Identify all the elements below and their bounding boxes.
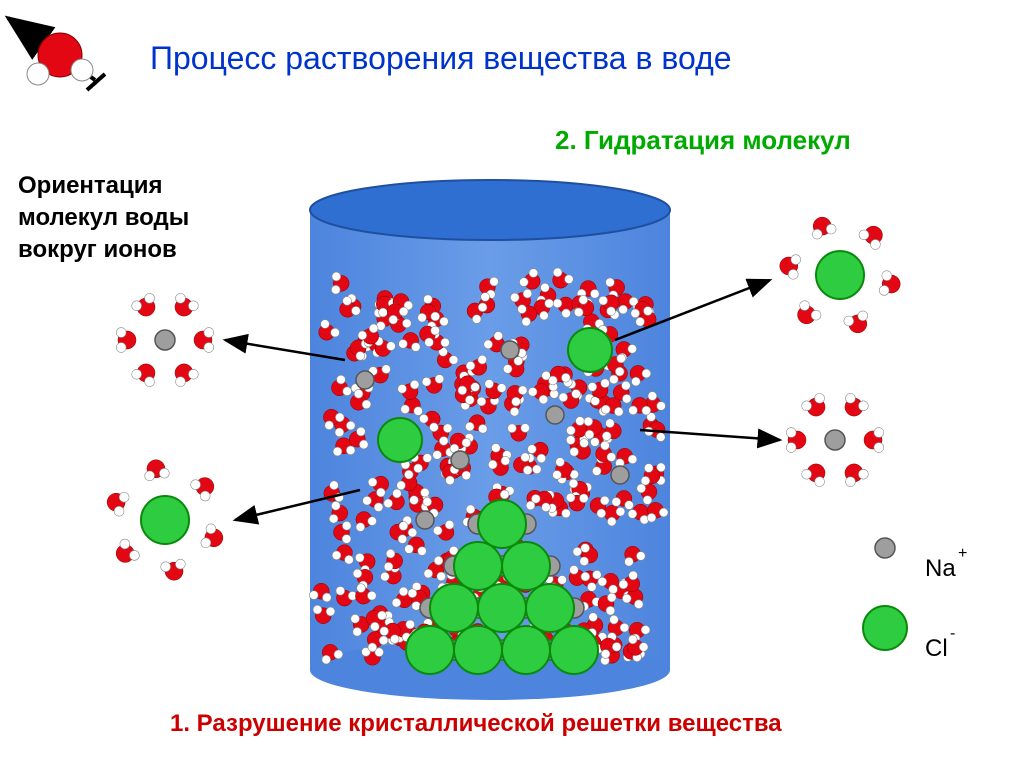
hydration-cluster bbox=[116, 293, 214, 386]
water-molecule bbox=[780, 255, 801, 280]
dissolved-na bbox=[356, 371, 374, 389]
water-molecule bbox=[175, 293, 198, 316]
crystal-cl bbox=[550, 626, 598, 674]
label-orientation-3: вокруг ионов bbox=[18, 236, 177, 264]
crystal-cl bbox=[502, 542, 550, 590]
water-molecule bbox=[864, 428, 884, 453]
beaker-rim bbox=[310, 180, 670, 240]
water-molecule bbox=[201, 524, 223, 548]
legend-cl-sup: - bbox=[950, 625, 955, 643]
crystal-cl bbox=[430, 584, 478, 632]
legend-na-sup: + bbox=[958, 545, 967, 563]
water-molecule bbox=[116, 328, 136, 353]
crystal-cl bbox=[502, 626, 550, 674]
dissolved-na bbox=[546, 406, 564, 424]
water-molecule bbox=[845, 393, 868, 416]
diagram-canvas bbox=[0, 0, 1024, 768]
dissolved-cl bbox=[568, 328, 612, 372]
water-molecule bbox=[802, 393, 825, 416]
legend-cl-icon bbox=[863, 606, 907, 650]
water-molecule bbox=[132, 364, 155, 387]
legend-na-icon bbox=[875, 538, 895, 558]
water-molecule bbox=[116, 539, 139, 562]
water-molecule bbox=[161, 559, 186, 580]
dissolved-cl bbox=[378, 418, 422, 462]
dissolved-na bbox=[416, 511, 434, 529]
label-destruction: 1. Разрушение кристаллической решетки ве… bbox=[170, 710, 782, 738]
dissolved-na bbox=[451, 451, 469, 469]
crystal-cl bbox=[478, 500, 526, 548]
water-molecule bbox=[145, 460, 170, 481]
page-title: Процесс растворения вещества в воде bbox=[150, 40, 732, 77]
water-molecule bbox=[859, 226, 882, 249]
water-molecule bbox=[191, 478, 214, 501]
water-molecule bbox=[802, 464, 825, 487]
crystal-cl bbox=[454, 542, 502, 590]
hydration-cluster bbox=[780, 217, 900, 333]
label-orientation-2: молекул воды bbox=[18, 204, 189, 232]
water-molecule bbox=[194, 328, 214, 353]
legend-na-label: Na bbox=[925, 555, 956, 583]
header-molecule-icon bbox=[8, 18, 105, 90]
water-molecule bbox=[879, 271, 900, 296]
water-molecule bbox=[798, 301, 821, 324]
water-molecule bbox=[107, 492, 129, 516]
hydration-cluster bbox=[107, 460, 223, 580]
crystal-cl bbox=[478, 584, 526, 632]
crystal-cl bbox=[406, 626, 454, 674]
dissolved-na bbox=[501, 341, 519, 359]
label-hydration: 2. Гидратация молекул bbox=[555, 125, 851, 156]
legend-cl-label: Cl bbox=[925, 635, 948, 663]
water-molecule bbox=[175, 364, 198, 387]
water-molecule bbox=[844, 311, 868, 333]
hydration-cluster bbox=[786, 393, 884, 486]
crystal-cl bbox=[454, 626, 502, 674]
water-molecule bbox=[845, 464, 868, 487]
water-molecule bbox=[132, 293, 155, 316]
dissolved-na bbox=[611, 466, 629, 484]
crystal-cl bbox=[526, 584, 574, 632]
water-molecule bbox=[812, 217, 836, 239]
label-orientation-1: Ориентация bbox=[18, 172, 163, 200]
water-molecule bbox=[786, 428, 806, 453]
